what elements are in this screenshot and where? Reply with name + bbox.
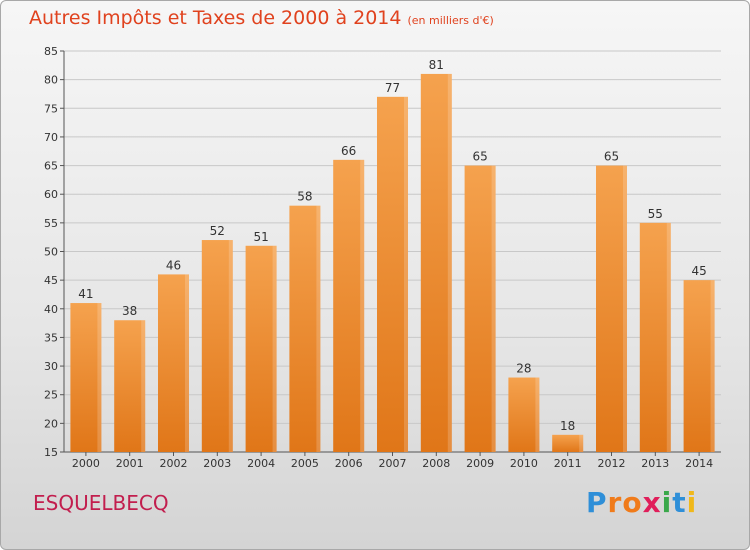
bar: [596, 165, 627, 453]
data-label: 18: [560, 419, 575, 433]
x-tick-label: 2002: [160, 457, 188, 470]
bar: [158, 274, 189, 452]
bar: [245, 245, 277, 452]
data-label: 28: [516, 362, 531, 376]
bar: [464, 165, 496, 453]
bar-highlight: [579, 434, 584, 452]
bar-highlight: [97, 303, 102, 452]
y-tick-label: 20: [44, 417, 58, 430]
x-tick-label: 2004: [247, 457, 275, 470]
x-tick-label: 2014: [685, 457, 713, 470]
bar-highlight: [272, 245, 277, 452]
data-label: 77: [385, 81, 400, 95]
x-tick-label: 2007: [379, 457, 407, 470]
bar: [377, 96, 408, 452]
x-tick-label: 2012: [598, 457, 626, 470]
y-tick-label: 85: [44, 45, 58, 58]
bar-highlight: [710, 280, 715, 452]
logo-letter: r: [607, 486, 623, 519]
bar: [683, 280, 715, 452]
bar-highlight: [141, 320, 146, 452]
bar-highlight: [535, 377, 540, 452]
x-tick-label: 2006: [335, 457, 363, 470]
x-tick-label: 2005: [291, 457, 319, 470]
bar-highlight: [316, 205, 321, 452]
bar: [333, 159, 365, 453]
bar-highlight: [228, 240, 233, 452]
bar-highlight: [404, 96, 408, 452]
logo-letter: i: [686, 486, 698, 519]
logo-letter: t: [672, 486, 687, 519]
data-label: 46: [166, 258, 181, 272]
data-label: 65: [604, 150, 619, 164]
logo-letter: x: [642, 486, 662, 519]
y-tick-label: 45: [44, 274, 58, 287]
x-tick-label: 2013: [641, 457, 669, 470]
x-tick-label: 2000: [72, 457, 100, 470]
x-tick-label: 2011: [554, 457, 582, 470]
data-label: 58: [297, 190, 312, 204]
bar: [508, 377, 540, 452]
x-tick-label: 2010: [510, 457, 538, 470]
y-tick-label: 70: [44, 131, 58, 144]
chart-title-text: Autres Impôts et Taxes de 2000 à 2014: [29, 7, 402, 29]
bar: [114, 320, 146, 452]
bar: [639, 222, 671, 452]
y-tick-label: 60: [44, 188, 58, 201]
bars: [70, 73, 715, 453]
data-label: 38: [122, 304, 137, 318]
y-tick-label: 50: [44, 246, 58, 259]
data-label: 81: [429, 58, 444, 72]
x-tick-label: 2009: [466, 457, 494, 470]
bar-highlight: [623, 165, 627, 453]
data-label: 66: [341, 144, 356, 158]
y-tick-label: 30: [44, 360, 58, 373]
town-name: ESQUELBECQ: [33, 491, 169, 515]
bar-highlight: [447, 73, 452, 453]
bar-highlight: [185, 274, 189, 452]
bar-highlight: [491, 165, 496, 453]
x-tick-label: 2001: [116, 457, 144, 470]
proxiti-logo[interactable]: Proxiti: [586, 486, 697, 519]
data-label: 51: [253, 230, 268, 244]
y-tick-label: 80: [44, 74, 58, 87]
y-tick-label: 35: [44, 331, 58, 344]
y-tick-label: 55: [44, 217, 58, 230]
y-tick-label: 25: [44, 389, 58, 402]
data-label: 45: [691, 264, 706, 278]
data-label: 52: [210, 224, 225, 238]
data-label: 41: [78, 287, 93, 301]
bar: [420, 73, 452, 453]
x-tick-label: 2003: [203, 457, 231, 470]
bar: [201, 240, 233, 452]
logo-letter: o: [622, 486, 643, 519]
logo-letter: P: [586, 486, 608, 519]
data-labels: 41 38 46 52 51 58 66 77 81 65 28 18 65 55 45: [78, 58, 706, 433]
y-tick-label: 15: [44, 446, 58, 459]
bar: [552, 434, 584, 452]
y-tick-label: 75: [44, 102, 58, 115]
bar-highlight: [666, 222, 671, 452]
y-tick-label: 40: [44, 303, 58, 316]
chart-subtitle: (en milliers d'€): [407, 14, 494, 27]
data-label: 55: [648, 207, 663, 221]
x-tick-label: 2008: [422, 457, 450, 470]
chart-title: Autres Impôts et Taxes de 2000 à 2014 (en…: [29, 7, 494, 29]
data-label: 65: [472, 150, 487, 164]
logo-letter: i: [661, 486, 673, 519]
y-tick-label: 65: [44, 160, 58, 173]
bar-highlight: [360, 159, 365, 453]
bar: [289, 205, 321, 452]
bar: [70, 303, 102, 452]
